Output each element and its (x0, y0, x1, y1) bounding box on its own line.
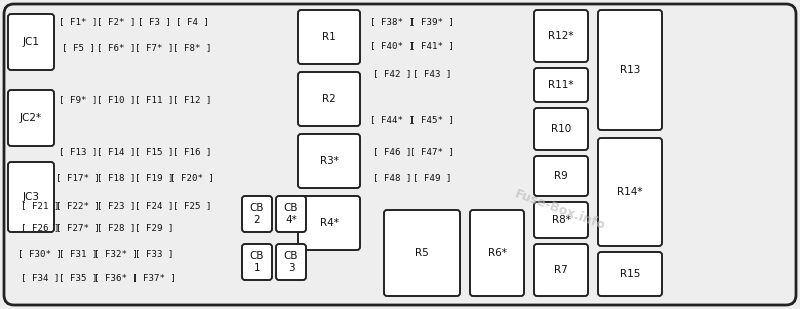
Text: R11*: R11* (548, 80, 574, 90)
Text: [ F47* ]: [ F47* ] (410, 147, 454, 156)
Text: [ F30* ]: [ F30* ] (18, 249, 62, 259)
FancyBboxPatch shape (598, 10, 662, 130)
Text: [ F45* ]: [ F45* ] (410, 116, 454, 125)
Text: [ F25 ]: [ F25 ] (173, 201, 211, 210)
Text: R12*: R12* (548, 31, 574, 41)
Text: [ F41* ]: [ F41* ] (410, 41, 454, 50)
Text: [ F40* ]: [ F40* ] (370, 41, 414, 50)
Text: [ F24 ]: [ F24 ] (134, 201, 174, 210)
Text: [ F34 ]: [ F34 ] (21, 273, 59, 282)
Text: R3*: R3* (319, 156, 338, 166)
Text: [ F19 ]: [ F19 ] (134, 173, 174, 183)
Text: [ F22* ]: [ F22* ] (56, 201, 100, 210)
Text: [ F3 ]: [ F3 ] (138, 18, 170, 27)
Text: [ F1* ]: [ F1* ] (58, 18, 98, 27)
Text: [ F10 ]: [ F10 ] (97, 95, 135, 104)
Text: [ F13 ]: [ F13 ] (58, 147, 98, 156)
Text: [ F20* ]: [ F20* ] (170, 173, 214, 183)
Text: [ F46 ]: [ F46 ] (373, 147, 411, 156)
Text: [ F33 ]: [ F33 ] (134, 249, 174, 259)
Text: [ F21 ]: [ F21 ] (21, 201, 59, 210)
FancyBboxPatch shape (534, 10, 588, 62)
Text: [ F23 ]: [ F23 ] (97, 201, 135, 210)
FancyBboxPatch shape (276, 244, 306, 280)
Text: R8*: R8* (551, 215, 570, 225)
Text: JC2*: JC2* (20, 113, 42, 123)
Text: [ F49 ]: [ F49 ] (413, 173, 451, 183)
FancyBboxPatch shape (276, 196, 306, 232)
Text: JC1: JC1 (22, 37, 39, 47)
Text: [ F26 ]: [ F26 ] (21, 223, 59, 232)
FancyBboxPatch shape (242, 244, 272, 280)
Text: [ F35 ]: [ F35 ] (58, 273, 98, 282)
Text: [ F17* ]: [ F17* ] (56, 173, 100, 183)
Text: R2: R2 (322, 94, 336, 104)
FancyBboxPatch shape (8, 162, 54, 232)
Text: [ F8* ]: [ F8* ] (173, 44, 211, 53)
Text: [ F2* ]: [ F2* ] (97, 18, 135, 27)
FancyBboxPatch shape (298, 196, 360, 250)
Text: R1: R1 (322, 32, 336, 42)
FancyBboxPatch shape (298, 72, 360, 126)
FancyBboxPatch shape (598, 138, 662, 246)
Text: [ F4 ]: [ F4 ] (175, 18, 209, 27)
Text: R6*: R6* (487, 248, 506, 258)
Text: JC3: JC3 (22, 192, 39, 202)
Text: R13: R13 (620, 65, 640, 75)
Text: [ F28 ]: [ F28 ] (97, 223, 135, 232)
FancyBboxPatch shape (384, 210, 460, 296)
FancyBboxPatch shape (598, 252, 662, 296)
FancyBboxPatch shape (534, 156, 588, 196)
Text: [ F37* ]: [ F37* ] (132, 273, 176, 282)
Text: R4*: R4* (319, 218, 338, 228)
FancyBboxPatch shape (534, 202, 588, 238)
FancyBboxPatch shape (534, 68, 588, 102)
Text: R5: R5 (415, 248, 429, 258)
Text: [ F7* ]: [ F7* ] (134, 44, 174, 53)
FancyBboxPatch shape (534, 244, 588, 296)
Text: [ F11 ]: [ F11 ] (134, 95, 174, 104)
Text: CB
1: CB 1 (250, 251, 264, 273)
Text: [ F48 ]: [ F48 ] (373, 173, 411, 183)
Text: R15: R15 (620, 269, 640, 279)
Text: [ F32* ]: [ F32* ] (94, 249, 138, 259)
Text: [ F14 ]: [ F14 ] (97, 147, 135, 156)
FancyBboxPatch shape (242, 196, 272, 232)
Text: CB
3: CB 3 (284, 251, 298, 273)
Text: [ F5 ]: [ F5 ] (62, 44, 94, 53)
Text: R9: R9 (554, 171, 568, 181)
Text: [ F16 ]: [ F16 ] (173, 147, 211, 156)
Text: [ F9* ]: [ F9* ] (58, 95, 98, 104)
FancyBboxPatch shape (4, 4, 796, 305)
Text: R7: R7 (554, 265, 568, 275)
Text: [ F15 ]: [ F15 ] (134, 147, 174, 156)
Text: [ F27* ]: [ F27* ] (56, 223, 100, 232)
Text: R14*: R14* (618, 187, 642, 197)
Text: Fuse-Box.info: Fuse-Box.info (513, 188, 607, 232)
Text: [ F18 ]: [ F18 ] (97, 173, 135, 183)
Text: [ F39* ]: [ F39* ] (410, 18, 454, 27)
Text: [ F36* ]: [ F36* ] (94, 273, 138, 282)
Text: CB
2: CB 2 (250, 203, 264, 225)
FancyBboxPatch shape (8, 14, 54, 70)
FancyBboxPatch shape (8, 90, 54, 146)
Text: [ F42 ]: [ F42 ] (373, 70, 411, 78)
Text: [ F6* ]: [ F6* ] (97, 44, 135, 53)
Text: [ F38* ]: [ F38* ] (370, 18, 414, 27)
Text: [ F31 ]: [ F31 ] (58, 249, 98, 259)
FancyBboxPatch shape (470, 210, 524, 296)
Text: R10: R10 (551, 124, 571, 134)
Text: [ F29 ]: [ F29 ] (134, 223, 174, 232)
FancyBboxPatch shape (298, 134, 360, 188)
Text: [ F43 ]: [ F43 ] (413, 70, 451, 78)
FancyBboxPatch shape (534, 108, 588, 150)
Text: [ F44* ]: [ F44* ] (370, 116, 414, 125)
FancyBboxPatch shape (298, 10, 360, 64)
Text: [ F12 ]: [ F12 ] (173, 95, 211, 104)
Text: CB
4*: CB 4* (284, 203, 298, 225)
